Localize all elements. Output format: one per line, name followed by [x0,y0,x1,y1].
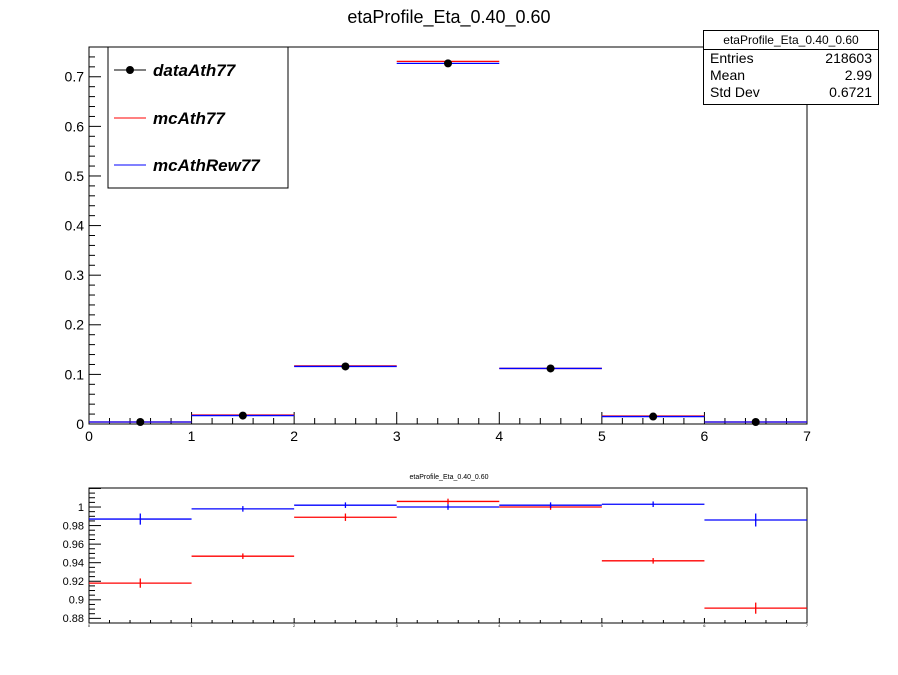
data-point [238,411,247,420]
y-tick-label: 0.88 [63,613,84,625]
stats-label: Mean [710,67,746,83]
data-point [546,364,555,373]
y-tick-label: 0 [76,416,84,432]
stats-row-entries: Entries 218603 [704,50,878,67]
stats-value: 0.6721 [829,84,872,100]
legend-entry-data: dataAth77 [114,61,237,80]
stats-label: Std Dev [710,84,760,100]
stats-value: 2.99 [844,67,872,83]
legend-label-data: dataAth77 [153,61,237,80]
stats-value: 218603 [825,50,872,66]
x-tick-label: 6 [701,428,709,444]
x-tick-label: 0 [88,623,91,628]
data-point [649,412,658,421]
stats-box: etaProfile_Eta_0.40_0.60 Entries 218603 … [703,30,879,105]
x-tick-label: 5 [598,428,606,444]
y-tick-label: 0.92 [63,576,84,588]
y-tick-label: 0.98 [63,520,84,532]
main-plot-area: 0 1 2 3 4 5 6 7 0 0.1 0.2 0.3 0.4 0.5 0.6 0.7 [65,46,811,444]
legend-label-mc: mcAth77 [153,109,226,128]
y-tick-label: 0.9 [69,595,84,607]
y-tick-label: 0.1 [65,366,85,382]
x-tick-label: 3 [396,623,399,628]
x-tick-label: 2 [293,623,296,628]
y-tick-label: 0.6 [65,118,85,134]
y-tick-label: 0.4 [65,217,85,233]
legend-entry-mcrew: mcAthRew77 [114,156,261,175]
stats-label: Entries [710,50,754,66]
main-chart-title: etaProfile_Eta_0.40_0.60 [347,7,550,28]
x-tick-label: 1 [188,428,196,444]
ratio-plot-area: 0 1 2 3 4 5 6 7 0.88 0.9 0.92 0.94 0.96 0.98 1 [63,487,809,628]
data-point [444,59,452,68]
y-tick-label: 0.5 [65,168,85,184]
y-tick-label: 1 [78,502,84,514]
legend-entry-mc: mcAth77 [114,109,226,128]
plot-frame [88,487,808,624]
x-tick-label: 4 [498,623,501,628]
x-tick-label: 2 [290,428,298,444]
y-tick-label: 0.94 [63,558,84,570]
ratio-chart-title: etaProfile_Eta_0.40_0.60 [409,474,488,481]
legend-label-mcrew: mcAthRew77 [153,156,261,175]
stats-row-stddev: Std Dev 0.6721 [704,84,878,101]
data-point [751,418,760,427]
y-tick-label: 0.7 [65,69,85,85]
y-tick-label: 0.96 [63,539,84,551]
data-point [136,418,145,427]
x-tick-label: 5 [601,623,604,628]
x-tick-label: 6 [703,623,706,628]
x-tick-label: 7 [803,428,811,444]
x-tick-label: 1 [190,623,193,628]
legend: dataAth77 mcAth77 mcAthRew77 [107,46,289,189]
y-tick-label: 0.3 [65,267,85,283]
y-tick-label: 0.2 [65,317,85,333]
x-tick-label: 7 [806,623,809,628]
data-point [341,362,350,371]
x-tick-label: 0 [85,428,93,444]
x-tick-label: 4 [495,428,503,444]
stats-box-title: etaProfile_Eta_0.40_0.60 [704,31,878,50]
stats-row-mean: Mean 2.99 [704,67,878,84]
x-tick-label: 3 [393,428,401,444]
